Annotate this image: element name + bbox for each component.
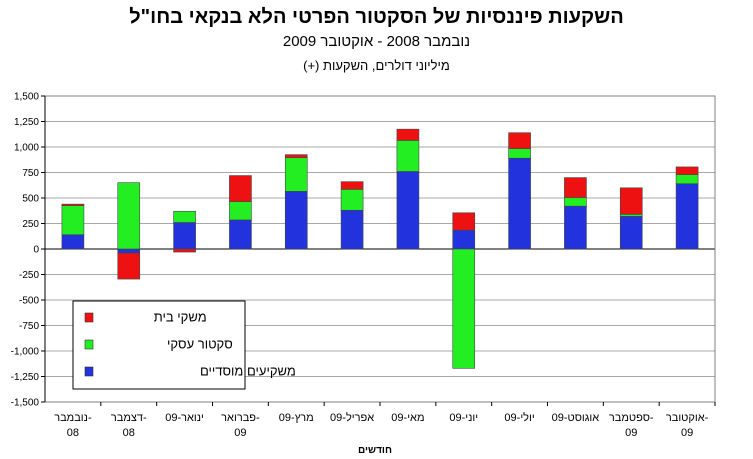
bar-segment: [284, 154, 308, 159]
y-tick-label: -1,500: [11, 398, 40, 409]
chart-title: השקעות פיננסיות של הסקטור הפרטי הלא בנקא…: [129, 6, 624, 28]
x-tick-label: ספטמבר-: [609, 412, 654, 424]
bar-segment: [508, 148, 531, 159]
bar-segment: [508, 132, 531, 149]
legend-swatch: [84, 312, 94, 323]
axes: [41, 95, 716, 406]
bar-segment: [173, 210, 196, 223]
bar-segment: [619, 187, 643, 215]
y-tick-label: -1,000: [11, 347, 40, 358]
x-tick-label: יוני-09: [449, 412, 478, 424]
bar-segment: [340, 189, 364, 211]
x-tick-label: מאי-09: [391, 412, 424, 424]
bar-segment: [117, 182, 141, 250]
bar-segment: [564, 197, 587, 207]
bar-segment: [508, 157, 531, 250]
bar-segment: [619, 216, 643, 250]
bar-segment: [396, 128, 420, 141]
bar-segment: [452, 229, 476, 250]
bar-segment: [340, 209, 364, 250]
bar-segment: [452, 212, 476, 231]
bar-segment: [452, 248, 476, 369]
legend-box: [72, 300, 246, 390]
bar-segment: [284, 157, 308, 192]
legend-swatch: [84, 366, 94, 377]
bar-segment: [396, 140, 420, 172]
x-tick-label: יולי-09: [504, 411, 534, 424]
x-tick-labels: נובמבר- 08 דצמבר- 08 ינואר-09 פברואר- 09 מרץ-09…: [54, 411, 708, 439]
bar-segment: [117, 252, 141, 280]
x-tick-label-line2: 09: [234, 427, 246, 439]
bar-segment: [675, 174, 699, 185]
bar-segment: [340, 181, 364, 190]
legend-swatch: [84, 339, 94, 350]
bar-segment: [61, 203, 85, 206]
x-tick-label-line2: 08: [123, 427, 135, 439]
legend-label: משקי בית: [154, 310, 207, 325]
x-tick-label: אוגוסט-09: [552, 412, 600, 424]
x-tick-label: דצמבר-: [111, 412, 147, 424]
x-axis-title: חודשים: [358, 445, 392, 456]
bar-segment: [173, 222, 196, 250]
y-tick-label: -1,250: [11, 372, 40, 383]
x-tick-label: פברואר-: [221, 412, 260, 424]
x-tick-label-line2: 08: [67, 427, 79, 439]
y-tick-label: 250: [22, 219, 39, 230]
bar-segment: [675, 183, 699, 250]
x-tick-label: אפריל-09: [330, 411, 374, 424]
y-tick-label: -750: [19, 321, 39, 332]
legend-label: משקיעים מוסדיים: [200, 364, 296, 379]
bar-segment: [173, 248, 196, 253]
legend: משקי בית סקטור עסקי משקיעים מוסדיים: [72, 300, 296, 390]
bar-segment: [619, 214, 643, 217]
x-tick-label-line2: 09: [681, 427, 693, 439]
bar-segment: [675, 166, 699, 175]
bar-segment: [61, 234, 85, 250]
y-tick-label: 1,000: [14, 143, 39, 154]
y-tick-labels: 1,500 1,250 1,000 750 500 250 0 -250 -500 -750 -1,…: [11, 92, 40, 409]
bars: [61, 128, 699, 369]
bar-segment: [564, 205, 587, 250]
bar-segment: [61, 205, 85, 236]
legend-label: סקטור עסקי: [167, 337, 233, 352]
y-tick-label: 1,250: [14, 117, 39, 128]
bar-segment: [284, 191, 308, 250]
x-tick-label: מרץ-09: [279, 412, 314, 424]
x-tick-label: אוקטובר-: [666, 412, 709, 424]
y-tick-label: 750: [22, 168, 39, 179]
chart-subtitle: נובמבר 2008 - אוקטובר 2009: [282, 33, 471, 50]
bar-segment: [564, 177, 587, 198]
y-tick-label: 0: [33, 245, 39, 256]
y-tick-label: 500: [22, 194, 39, 205]
x-tick-label-line2: 09: [625, 427, 637, 439]
x-tick-label: ינואר-09: [165, 412, 204, 424]
bar-segment: [229, 175, 252, 202]
unit-label: מיליוני דולרים, השקעות (+): [303, 58, 450, 73]
x-tick-label: נובמבר-: [54, 412, 92, 424]
y-tick-label: -250: [19, 270, 39, 281]
bar-segment: [117, 248, 141, 254]
y-tick-label: 1,500: [14, 92, 39, 103]
bar-segment: [229, 201, 252, 221]
bar-segment: [396, 171, 420, 250]
bar-segment: [229, 219, 252, 250]
y-tick-label: -500: [19, 296, 39, 307]
